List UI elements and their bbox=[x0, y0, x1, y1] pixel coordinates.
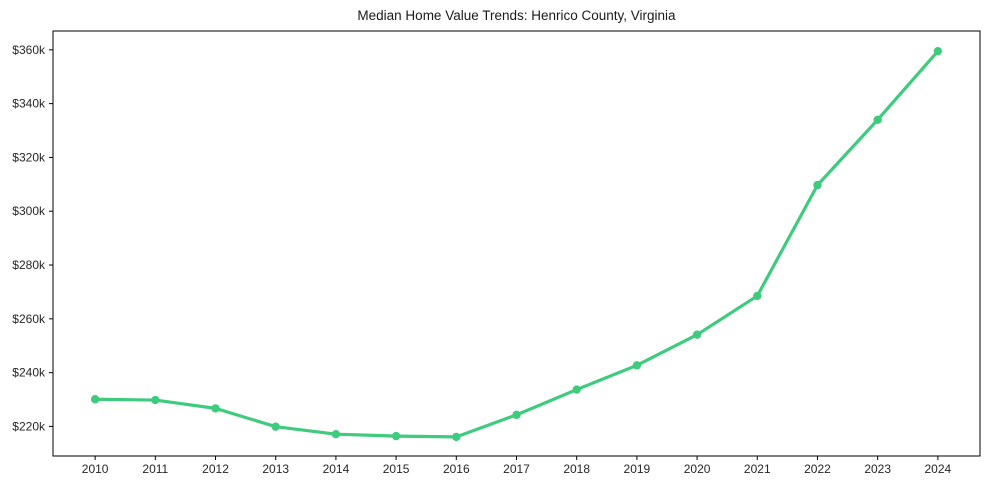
y-tick-label: $240k bbox=[12, 366, 46, 380]
x-tick-label: 2024 bbox=[925, 462, 952, 476]
y-tick-label: $260k bbox=[12, 312, 46, 326]
x-tick-label: 2022 bbox=[804, 462, 831, 476]
data-point bbox=[151, 395, 160, 405]
x-tick-label: 2023 bbox=[864, 462, 891, 476]
data-point bbox=[873, 115, 882, 124]
x-tick-label: 2019 bbox=[624, 462, 651, 476]
data-point bbox=[331, 430, 341, 439]
data-point bbox=[452, 432, 461, 442]
data-point bbox=[813, 180, 822, 190]
x-tick-label: 2010 bbox=[82, 462, 109, 476]
data-point bbox=[753, 291, 762, 301]
data-point bbox=[211, 404, 220, 413]
y-tick-label: $320k bbox=[12, 150, 46, 164]
data-point bbox=[512, 410, 521, 420]
plot-border bbox=[52, 30, 981, 457]
x-tick-label: 2012 bbox=[202, 462, 229, 476]
x-tick-label: 2016 bbox=[443, 462, 470, 476]
y-tick-label: $300k bbox=[12, 204, 46, 218]
y-tick-label: $340k bbox=[12, 97, 46, 111]
y-tick-label: $220k bbox=[12, 419, 46, 433]
x-tick-label: 2021 bbox=[744, 462, 771, 476]
data-point bbox=[271, 422, 280, 431]
y-tick-label: $280k bbox=[12, 258, 46, 272]
chart-title: Median Home Value Trends: Henrico County… bbox=[357, 8, 676, 23]
data-point bbox=[933, 46, 943, 56]
x-tick-label: 2015 bbox=[383, 462, 410, 476]
y-tick-label: $360k bbox=[12, 43, 46, 57]
x-tick-label: 2020 bbox=[684, 462, 711, 476]
x-tick-label: 2018 bbox=[563, 462, 590, 476]
data-point bbox=[572, 385, 581, 394]
data-point bbox=[692, 330, 702, 339]
x-tick-label: 2017 bbox=[503, 462, 530, 476]
data-line bbox=[93, 49, 940, 439]
x-tick-label: 2011 bbox=[142, 462, 168, 476]
data-point bbox=[632, 361, 642, 370]
data-point bbox=[90, 395, 100, 404]
x-tick-label: 2014 bbox=[323, 462, 350, 476]
x-tick-label: 2013 bbox=[262, 462, 289, 476]
data-point bbox=[391, 431, 401, 441]
